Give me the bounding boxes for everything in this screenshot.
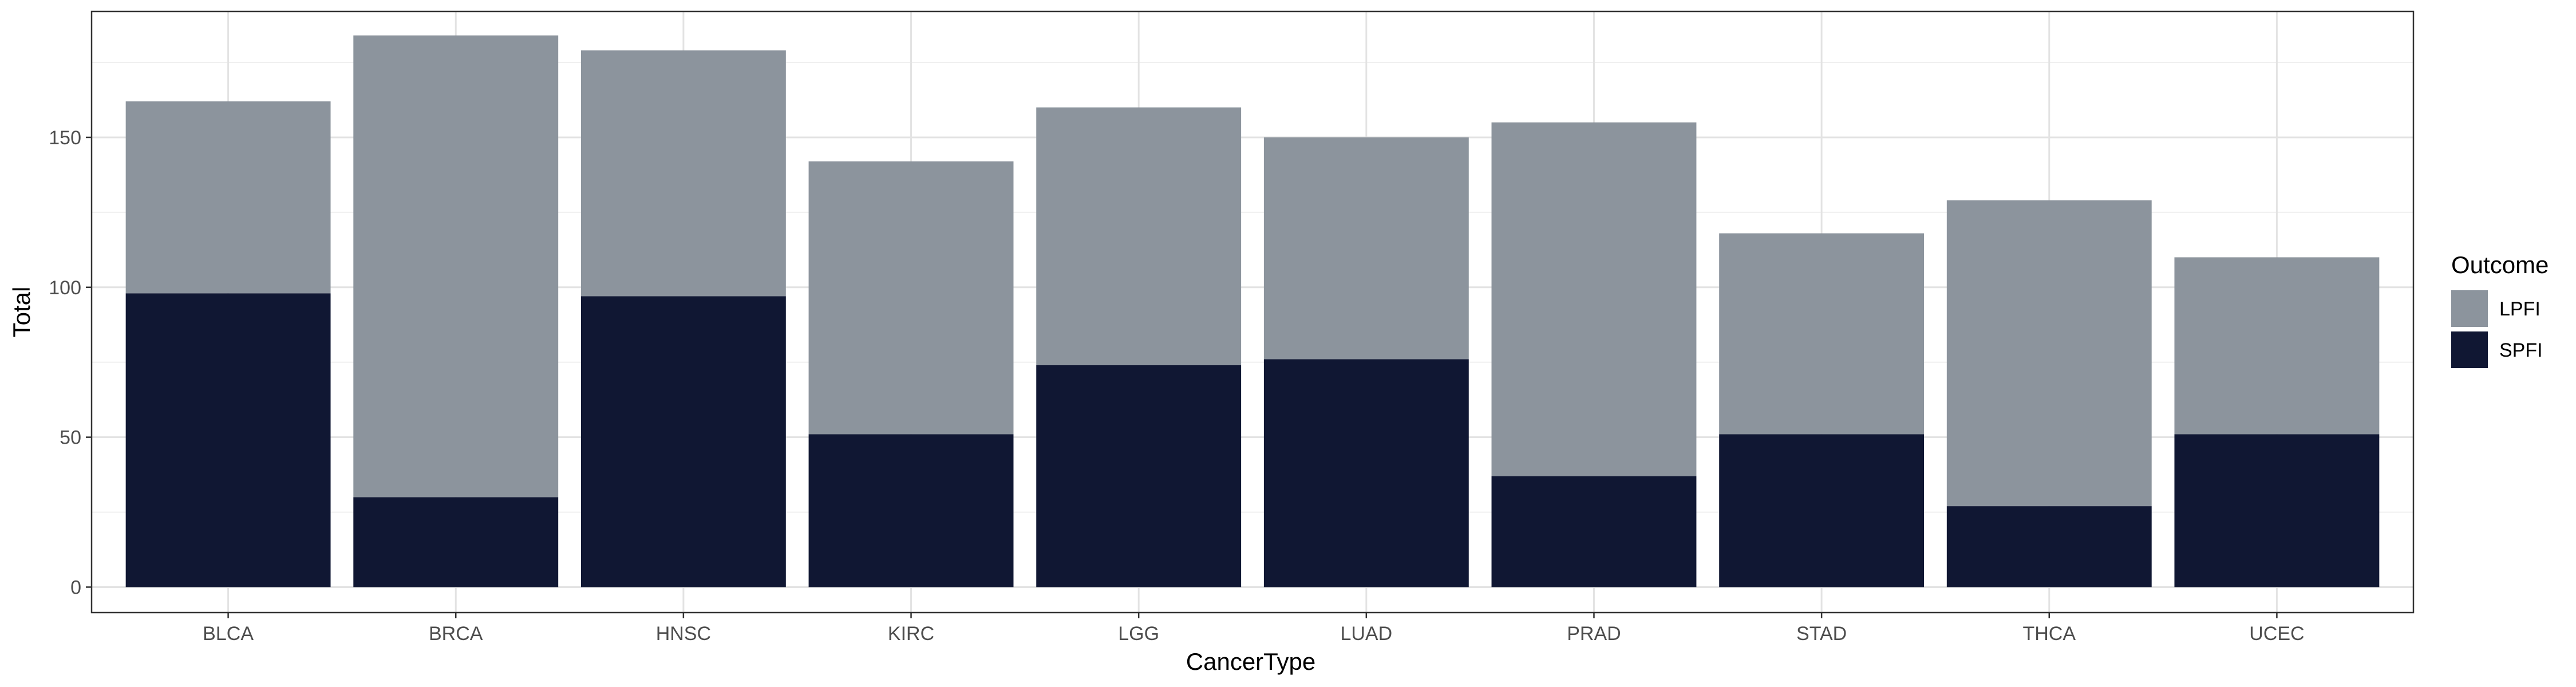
bar-lpfi-prad [1491,122,1697,476]
y-axis-title: Total [8,287,35,338]
bar-lpfi-ucec [2174,257,2380,435]
legend-label-spfi: SPFI [2499,339,2543,361]
bar-lpfi-stad [1719,233,1925,435]
bar-spfi-hnsc [580,296,786,587]
bar-lpfi-lgg [1036,107,1242,365]
legend-entries: LPFI SPFI [2451,290,2543,368]
bar-spfi-ucec [2174,434,2380,587]
bar-spfi-blca [125,293,331,587]
x-axis-title: CancerType [1186,648,1315,675]
bar-spfi-brca [353,497,559,587]
legend: Outcome LPFI SPFI [2451,251,2549,368]
legend-key-spfi [2451,331,2488,368]
y-tick-label: 50 [60,427,81,449]
bars-layer [125,35,2380,587]
x-tick-label-luad: LUAD [1340,623,1392,645]
bar-lpfi-brca [353,35,559,498]
bar-spfi-thca [1946,506,2152,587]
legend-key-lpfi [2451,290,2488,327]
x-tick-label-thca: THCA [2022,623,2076,645]
x-tick-label-ucec: UCEC [2249,623,2304,645]
bar-spfi-kirc [808,434,1014,587]
bar-lpfi-kirc [808,161,1014,435]
bar-lpfi-hnsc [580,50,786,297]
bar-lpfi-thca [1946,200,2152,507]
x-tick-label-stad: STAD [1796,623,1847,645]
bar-spfi-stad [1719,434,1925,587]
x-tick-label-kirc: KIRC [888,623,934,645]
legend-label-lpfi: LPFI [2499,298,2541,320]
bar-lpfi-blca [125,101,331,294]
panel-border [90,10,2415,614]
x-tick-label-blca: BLCA [203,623,254,645]
y-tick-label: 150 [49,127,81,149]
axis-layer: 0 50 100 150 BLCA BRCA HNSC KIRC LGG LUAD PRAD STAD… [49,127,2304,645]
bar-spfi-luad [1263,359,1469,587]
y-tick-label: 0 [70,577,81,598]
x-tick-label-lgg: LGG [1118,623,1159,645]
bar-spfi-lgg [1036,365,1242,587]
legend-title: Outcome [2451,251,2549,278]
bar-lpfi-luad [1263,137,1469,360]
x-tick-label-prad: PRAD [1567,623,1621,645]
bar-spfi-prad [1491,476,1697,587]
y-tick-label: 100 [49,277,81,299]
x-tick-label-brca: BRCA [429,623,483,645]
x-tick-label-hnsc: HNSC [656,623,711,645]
